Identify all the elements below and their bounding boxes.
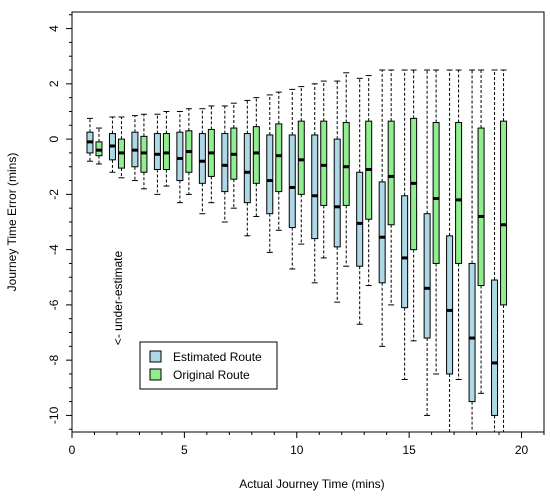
box-body (401, 195, 409, 309)
y-axis: -10 -8 -6 -4 -2 0 2 4 (47, 14, 72, 430)
box-body (297, 120, 305, 195)
boxes-layer (86, 69, 508, 432)
box (198, 108, 206, 215)
box-body (311, 134, 319, 240)
legend: Estimated Route Original Route (139, 341, 278, 390)
box (423, 69, 431, 416)
box-body (198, 133, 206, 184)
box-body (252, 126, 260, 184)
box-body (477, 127, 485, 287)
box-body (266, 134, 274, 215)
box (153, 113, 161, 195)
box (446, 69, 454, 432)
box-body (491, 279, 499, 416)
box (401, 69, 409, 380)
box (311, 83, 319, 284)
box-body (243, 133, 251, 204)
legend-label-estimated: Estimated Route (173, 350, 262, 364)
box (140, 113, 148, 190)
box (455, 69, 463, 380)
box-body (176, 131, 184, 182)
box-body (356, 171, 364, 267)
y-tick-label: -6 (47, 299, 61, 310)
box (252, 97, 260, 217)
y-tick-label: -8 (47, 354, 61, 365)
box (162, 110, 170, 187)
box-body (221, 133, 229, 193)
box (243, 99, 251, 237)
box (342, 72, 350, 267)
legend-swatch-original (149, 368, 162, 381)
box-body (378, 181, 386, 284)
box-body (333, 138, 341, 248)
box-body (275, 123, 283, 193)
legend-label-original: Original Route (173, 368, 250, 382)
box (333, 80, 341, 303)
y-tick-label: 2 (47, 80, 61, 87)
x-axis: 0 5 10 15 20 (69, 432, 545, 457)
box (297, 86, 305, 245)
box (387, 69, 395, 306)
x-tick-label: 20 (515, 443, 529, 457)
box (320, 80, 328, 259)
box-body (320, 120, 328, 206)
box (432, 69, 440, 375)
x-axis-label: Actual Journey Time (mins) (239, 477, 384, 491)
series-original-route (95, 69, 508, 432)
legend-frame (139, 341, 278, 390)
box (410, 69, 418, 342)
box (108, 116, 116, 173)
box-body (153, 133, 161, 170)
box (117, 116, 125, 179)
y-tick-label: -10 (47, 406, 61, 424)
box (230, 102, 238, 209)
box (378, 69, 386, 347)
x-tick-label: 5 (181, 443, 188, 457)
box (131, 115, 139, 182)
box-body (468, 262, 476, 403)
x-tick-label: 0 (69, 443, 76, 457)
box (356, 77, 364, 325)
box-body (387, 120, 395, 226)
box (207, 105, 215, 204)
box (266, 94, 274, 253)
y-tick-label: 4 (47, 25, 61, 32)
box (500, 69, 508, 432)
under-estimate-annotation: <- under-estimate (111, 250, 125, 345)
y-tick-label: 0 (47, 135, 61, 142)
box-body (288, 134, 296, 229)
box (288, 88, 296, 270)
box (86, 117, 94, 162)
box-body (500, 120, 508, 306)
box (275, 91, 283, 231)
y-tick-label: -2 (47, 189, 61, 200)
y-axis-label: Journey Time Error (mins) (5, 153, 19, 292)
x-tick-label: 15 (402, 443, 416, 457)
box-body (455, 122, 463, 264)
x-tick-label: 10 (290, 443, 304, 457)
box (176, 110, 184, 204)
box (491, 69, 499, 432)
y-tick-label: -4 (47, 244, 61, 255)
box (221, 105, 229, 223)
box (365, 75, 373, 287)
box-body (446, 235, 454, 375)
box (477, 69, 485, 394)
box (468, 69, 476, 432)
legend-swatch-estimated (149, 350, 162, 363)
box (95, 127, 103, 165)
box-body (342, 122, 350, 206)
box-body (432, 122, 440, 264)
box (185, 108, 193, 195)
series-estimated-route (86, 69, 499, 432)
box-body (423, 213, 431, 339)
